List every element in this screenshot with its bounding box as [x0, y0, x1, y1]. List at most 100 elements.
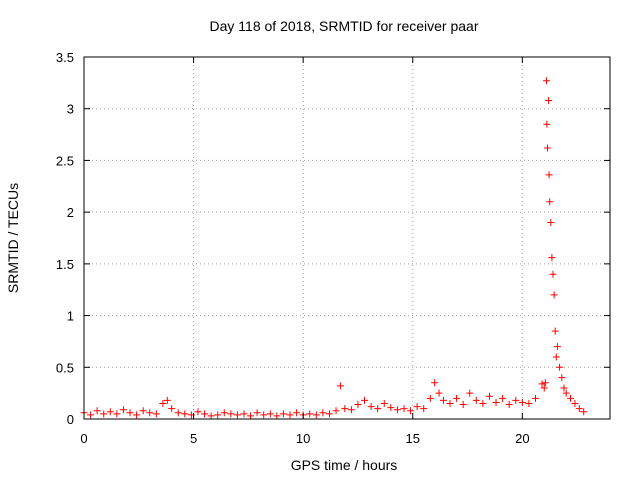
data-point: [194, 408, 202, 416]
data-point: [407, 407, 415, 415]
data-point: [439, 396, 447, 404]
data-point: [233, 411, 241, 419]
data-point: [293, 409, 301, 417]
data-point: [159, 399, 167, 407]
x-tick-label: 15: [406, 431, 420, 446]
data-point: [446, 399, 454, 407]
data-point: [505, 401, 513, 409]
data-point: [126, 409, 134, 417]
data-point: [552, 353, 560, 361]
y-tick-label: 0: [67, 412, 74, 427]
data-point: [580, 408, 588, 416]
data-point: [512, 396, 520, 404]
data-point: [347, 406, 355, 414]
data-point: [531, 394, 539, 402]
axis-ticks: [83, 56, 610, 420]
data-point: [227, 410, 235, 418]
data-point: [550, 291, 558, 299]
data-point: [87, 411, 95, 419]
data-point: [93, 407, 101, 415]
data-point: [113, 410, 121, 418]
data-point: [400, 405, 408, 413]
x-axis-label: GPS time / hours: [291, 457, 398, 473]
x-tick-label: 20: [515, 431, 529, 446]
data-point: [214, 411, 222, 419]
data-points: [80, 77, 588, 420]
y-tick-label: 3: [67, 102, 74, 117]
data-point: [545, 171, 553, 179]
data-point: [546, 198, 554, 206]
data-point: [306, 410, 314, 418]
data-point: [426, 394, 434, 402]
data-point: [174, 409, 182, 417]
data-point: [325, 410, 333, 418]
data-point: [253, 409, 261, 417]
data-point: [374, 405, 382, 413]
x-tick-label: 10: [296, 431, 310, 446]
data-point: [152, 410, 160, 418]
y-tick-label: 0.5: [56, 360, 74, 375]
data-point: [133, 411, 141, 419]
data-point: [201, 410, 209, 418]
data-point: [567, 394, 575, 402]
data-point: [525, 399, 533, 407]
y-tick-label: 1.5: [56, 257, 74, 272]
data-point: [336, 382, 344, 390]
data-point: [354, 401, 362, 409]
data-point: [499, 394, 507, 402]
data-point: [220, 409, 228, 417]
y-axis-label: SRMTID / TECUs: [5, 183, 21, 293]
data-point: [485, 392, 493, 400]
data-point: [544, 144, 552, 152]
x-tick-label: 0: [80, 431, 87, 446]
y-tick-label: 2.5: [56, 153, 74, 168]
y-tick-label: 3.5: [56, 50, 74, 65]
data-point: [549, 270, 557, 278]
data-point: [163, 396, 171, 404]
data-point: [558, 374, 566, 382]
data-point: [367, 403, 375, 411]
data-point: [341, 405, 349, 413]
data-point: [361, 396, 369, 404]
data-point: [540, 384, 548, 392]
grid-lines: [84, 57, 610, 419]
y-tick-label: 1: [67, 309, 74, 324]
data-point: [575, 405, 583, 413]
data-point: [466, 389, 474, 397]
data-point: [106, 408, 114, 416]
data-point: [413, 403, 421, 411]
data-point: [286, 411, 294, 419]
data-point: [453, 394, 461, 402]
data-point: [247, 412, 255, 420]
data-point: [420, 405, 428, 413]
data-point: [273, 412, 281, 420]
data-point: [387, 404, 395, 412]
data-point: [479, 399, 487, 407]
data-point: [571, 399, 579, 407]
data-point: [139, 407, 147, 415]
data-point: [393, 406, 401, 414]
data-point: [547, 218, 555, 226]
data-point: [207, 412, 215, 420]
data-point: [279, 410, 287, 418]
data-point: [435, 389, 443, 397]
y-tick-label: 2: [67, 205, 74, 220]
data-point: [553, 343, 561, 351]
tick-labels: 0 5 10 15 20 0 0.5 1 1.5 2 2.5 3 3.5: [56, 50, 530, 446]
data-point: [492, 398, 500, 406]
data-point: [538, 380, 546, 388]
data-point: [431, 379, 439, 387]
data-point: [518, 398, 526, 406]
data-point: [312, 411, 320, 419]
data-point: [380, 399, 388, 407]
plot-frame: [83, 56, 611, 420]
data-point: [551, 327, 559, 335]
data-point: [100, 410, 108, 418]
data-point: [168, 405, 176, 413]
data-point: [266, 410, 274, 418]
data-point: [260, 411, 268, 419]
data-point: [332, 407, 340, 415]
data-point: [146, 409, 154, 417]
data-point: [119, 406, 127, 414]
